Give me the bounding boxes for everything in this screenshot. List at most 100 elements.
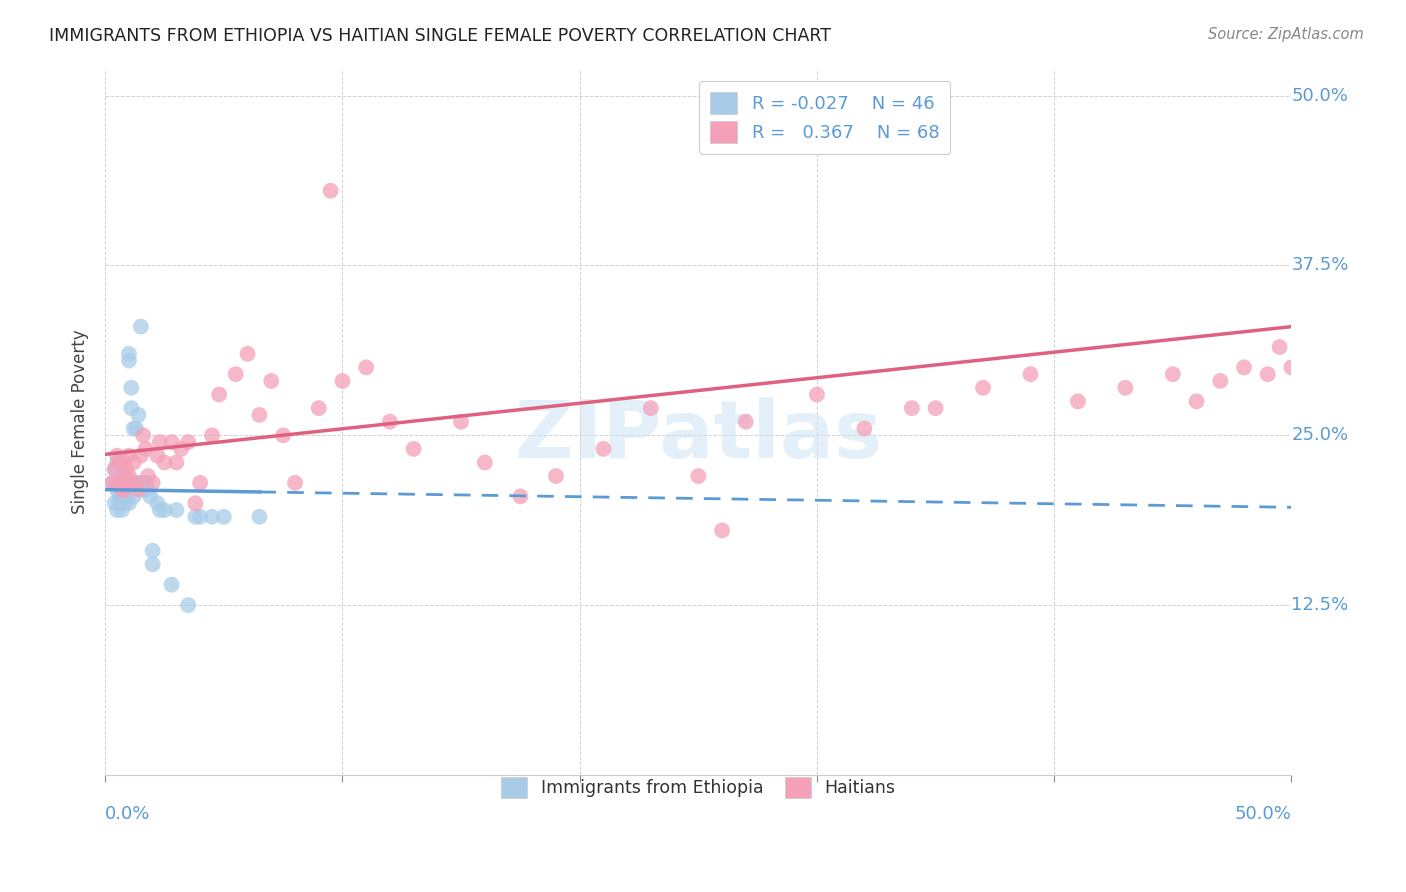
Point [271,428,294,442]
Text: ZIPatlas: ZIPatlas [515,397,883,475]
Point [177,435,200,450]
Point [127,483,149,497]
Point [1114,381,1136,395]
Point [125,421,148,435]
Point [188,475,211,490]
Point [544,469,567,483]
Point [1067,394,1090,409]
Point [132,428,155,442]
Point [146,496,169,510]
Point [853,421,876,435]
Point [149,435,172,450]
Point [122,455,145,469]
Point [354,360,377,375]
Point [139,490,162,504]
Point [188,509,211,524]
Point [118,496,141,510]
Point [153,503,176,517]
Point [184,496,207,510]
Point [115,462,138,476]
Point [924,401,946,416]
Point [734,415,756,429]
Point [170,442,193,456]
Point [120,381,142,395]
Text: 12.5%: 12.5% [1292,596,1348,614]
Point [711,524,734,538]
Point [122,490,145,504]
Point [402,442,425,456]
Text: IMMIGRANTS FROM ETHIOPIA VS HAITIAN SINGLE FEMALE POVERTY CORRELATION CHART: IMMIGRANTS FROM ETHIOPIA VS HAITIAN SING… [49,27,831,45]
Point [125,475,148,490]
Point [112,483,135,497]
Point [319,184,342,198]
Point [101,475,124,490]
Point [177,598,200,612]
Point [111,483,134,497]
Point [201,509,224,524]
Point [146,449,169,463]
Point [165,455,187,469]
Point [105,483,128,497]
Point [112,496,135,510]
Point [105,503,128,517]
Point [135,475,157,490]
Point [1268,340,1291,354]
Point [105,455,128,469]
Point [142,475,165,490]
Point [806,387,828,401]
Point [108,496,131,510]
Point [127,475,149,490]
Point [115,490,138,504]
Point [688,469,710,483]
Text: 0.0%: 0.0% [105,805,150,823]
Point [1233,360,1256,375]
Point [112,469,135,483]
Text: 25.0%: 25.0% [1292,426,1348,444]
Point [165,503,187,517]
Point [284,475,307,490]
Text: 50.0%: 50.0% [1292,87,1348,104]
Point [149,503,172,517]
Point [118,353,141,368]
Point [132,475,155,490]
Point [104,496,127,510]
Point [208,387,231,401]
Point [129,449,152,463]
Point [592,442,614,456]
Point [249,408,271,422]
Point [112,455,135,469]
Point [120,475,142,490]
Point [1209,374,1232,388]
Point [104,462,127,476]
Point [132,483,155,497]
Point [112,483,135,497]
Point [1161,367,1184,381]
Point [104,462,127,476]
Point [122,421,145,435]
Point [127,408,149,422]
Point [160,435,183,450]
Point [105,475,128,490]
Legend: Immigrants from Ethiopia, Haitians: Immigrants from Ethiopia, Haitians [491,766,905,809]
Point [474,455,496,469]
Point [108,455,131,469]
Y-axis label: Single Female Poverty: Single Female Poverty [72,329,89,514]
Point [111,503,134,517]
Point [450,415,472,429]
Point [120,401,142,416]
Point [118,347,141,361]
Point [225,367,247,381]
Point [118,469,141,483]
Point [136,469,159,483]
Point [135,442,157,456]
Point [201,428,224,442]
Point [153,455,176,469]
Point [212,509,235,524]
Point [509,490,531,504]
Point [142,543,165,558]
Point [378,415,401,429]
Point [184,509,207,524]
Point [1185,394,1208,409]
Point [111,490,134,504]
Point [111,475,134,490]
